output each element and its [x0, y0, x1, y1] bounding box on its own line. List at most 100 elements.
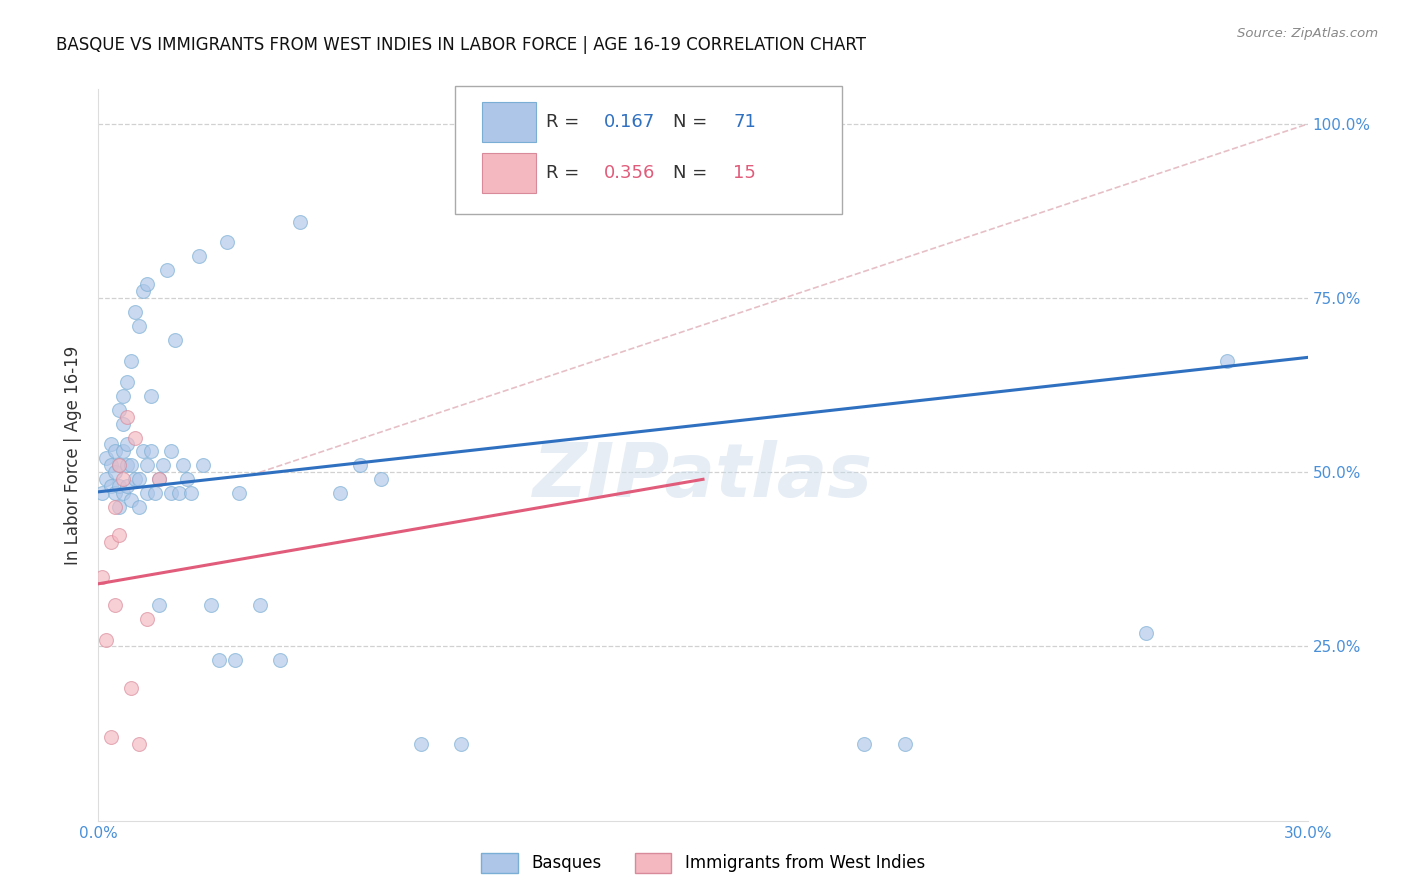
Point [111, 486, 134, 500]
Point [148, 598, 170, 612]
Point [172, 458, 194, 473]
Text: Source: ZipAtlas.com: Source: ZipAtlas.com [1237, 27, 1378, 40]
Point [733, 117, 755, 131]
Point [107, 500, 129, 515]
Point [120, 354, 142, 368]
Point [139, 444, 162, 458]
Point [228, 486, 250, 500]
Point [120, 493, 142, 508]
Point [176, 472, 198, 486]
Point [111, 472, 134, 486]
Point [156, 263, 179, 277]
Text: 0.356: 0.356 [603, 164, 655, 182]
Point [139, 389, 162, 403]
Point [167, 486, 190, 500]
Point [1216, 354, 1239, 368]
Point [91, 486, 114, 500]
Point [115, 375, 138, 389]
Point [100, 458, 122, 473]
Text: 0.167: 0.167 [603, 113, 655, 131]
Point [180, 486, 202, 500]
Point [120, 681, 142, 696]
FancyBboxPatch shape [456, 86, 842, 213]
Point [651, 117, 673, 131]
Point [115, 479, 138, 493]
Point [100, 535, 122, 549]
Point [370, 472, 392, 486]
Point [132, 444, 155, 458]
Text: R =: R = [546, 164, 585, 182]
Text: N =: N = [672, 164, 713, 182]
Point [111, 417, 134, 431]
Point [349, 458, 371, 473]
Point [853, 737, 876, 751]
Text: BASQUE VS IMMIGRANTS FROM WEST INDIES IN LABOR FORCE | AGE 16-19 CORRELATION CHA: BASQUE VS IMMIGRANTS FROM WEST INDIES IN… [56, 36, 866, 54]
Point [208, 653, 231, 667]
Point [103, 466, 125, 480]
Point [100, 479, 122, 493]
Point [200, 598, 222, 612]
Point [111, 389, 134, 403]
Point [193, 458, 215, 473]
Point [135, 612, 157, 626]
Y-axis label: In Labor Force | Age 16-19: In Labor Force | Age 16-19 [65, 345, 83, 565]
Point [107, 458, 129, 473]
Point [217, 235, 239, 250]
Point [1135, 625, 1157, 640]
Text: ZIPatlas: ZIPatlas [533, 441, 873, 514]
Point [124, 430, 146, 444]
Text: 71: 71 [734, 113, 756, 131]
Text: 15: 15 [734, 164, 756, 182]
Point [224, 653, 246, 667]
Point [530, 117, 553, 131]
Point [135, 458, 157, 473]
Text: R =: R = [546, 113, 585, 131]
Point [132, 284, 155, 298]
Point [100, 730, 122, 744]
Point [128, 472, 150, 486]
Point [269, 653, 291, 667]
Point [107, 528, 129, 542]
Point [135, 486, 157, 500]
Point [124, 472, 146, 486]
Point [103, 486, 125, 500]
Point [288, 214, 311, 228]
Point [96, 472, 118, 486]
Point [249, 598, 271, 612]
Point [107, 402, 129, 417]
Point [120, 458, 142, 473]
Point [143, 486, 166, 500]
FancyBboxPatch shape [482, 153, 536, 194]
Point [450, 737, 472, 751]
Point [152, 458, 174, 473]
Point [148, 472, 170, 486]
Point [160, 444, 183, 458]
Point [135, 277, 157, 292]
Point [96, 632, 118, 647]
Legend: Basques, Immigrants from West Indies: Basques, Immigrants from West Indies [474, 847, 932, 880]
Point [107, 458, 129, 473]
Point [115, 437, 138, 451]
Point [329, 486, 352, 500]
Point [103, 500, 125, 515]
Point [115, 458, 138, 473]
Point [107, 479, 129, 493]
Text: N =: N = [672, 113, 713, 131]
Point [409, 737, 432, 751]
Point [111, 444, 134, 458]
Point [103, 598, 125, 612]
FancyBboxPatch shape [482, 102, 536, 142]
Point [893, 737, 915, 751]
Point [91, 570, 114, 584]
Point [160, 486, 183, 500]
Point [163, 333, 186, 347]
Point [115, 409, 138, 424]
Point [571, 117, 593, 131]
Point [96, 451, 118, 466]
Point [100, 437, 122, 451]
Point [128, 500, 150, 515]
Point [103, 444, 125, 458]
Point [128, 319, 150, 334]
Point [148, 472, 170, 486]
Point [124, 305, 146, 319]
